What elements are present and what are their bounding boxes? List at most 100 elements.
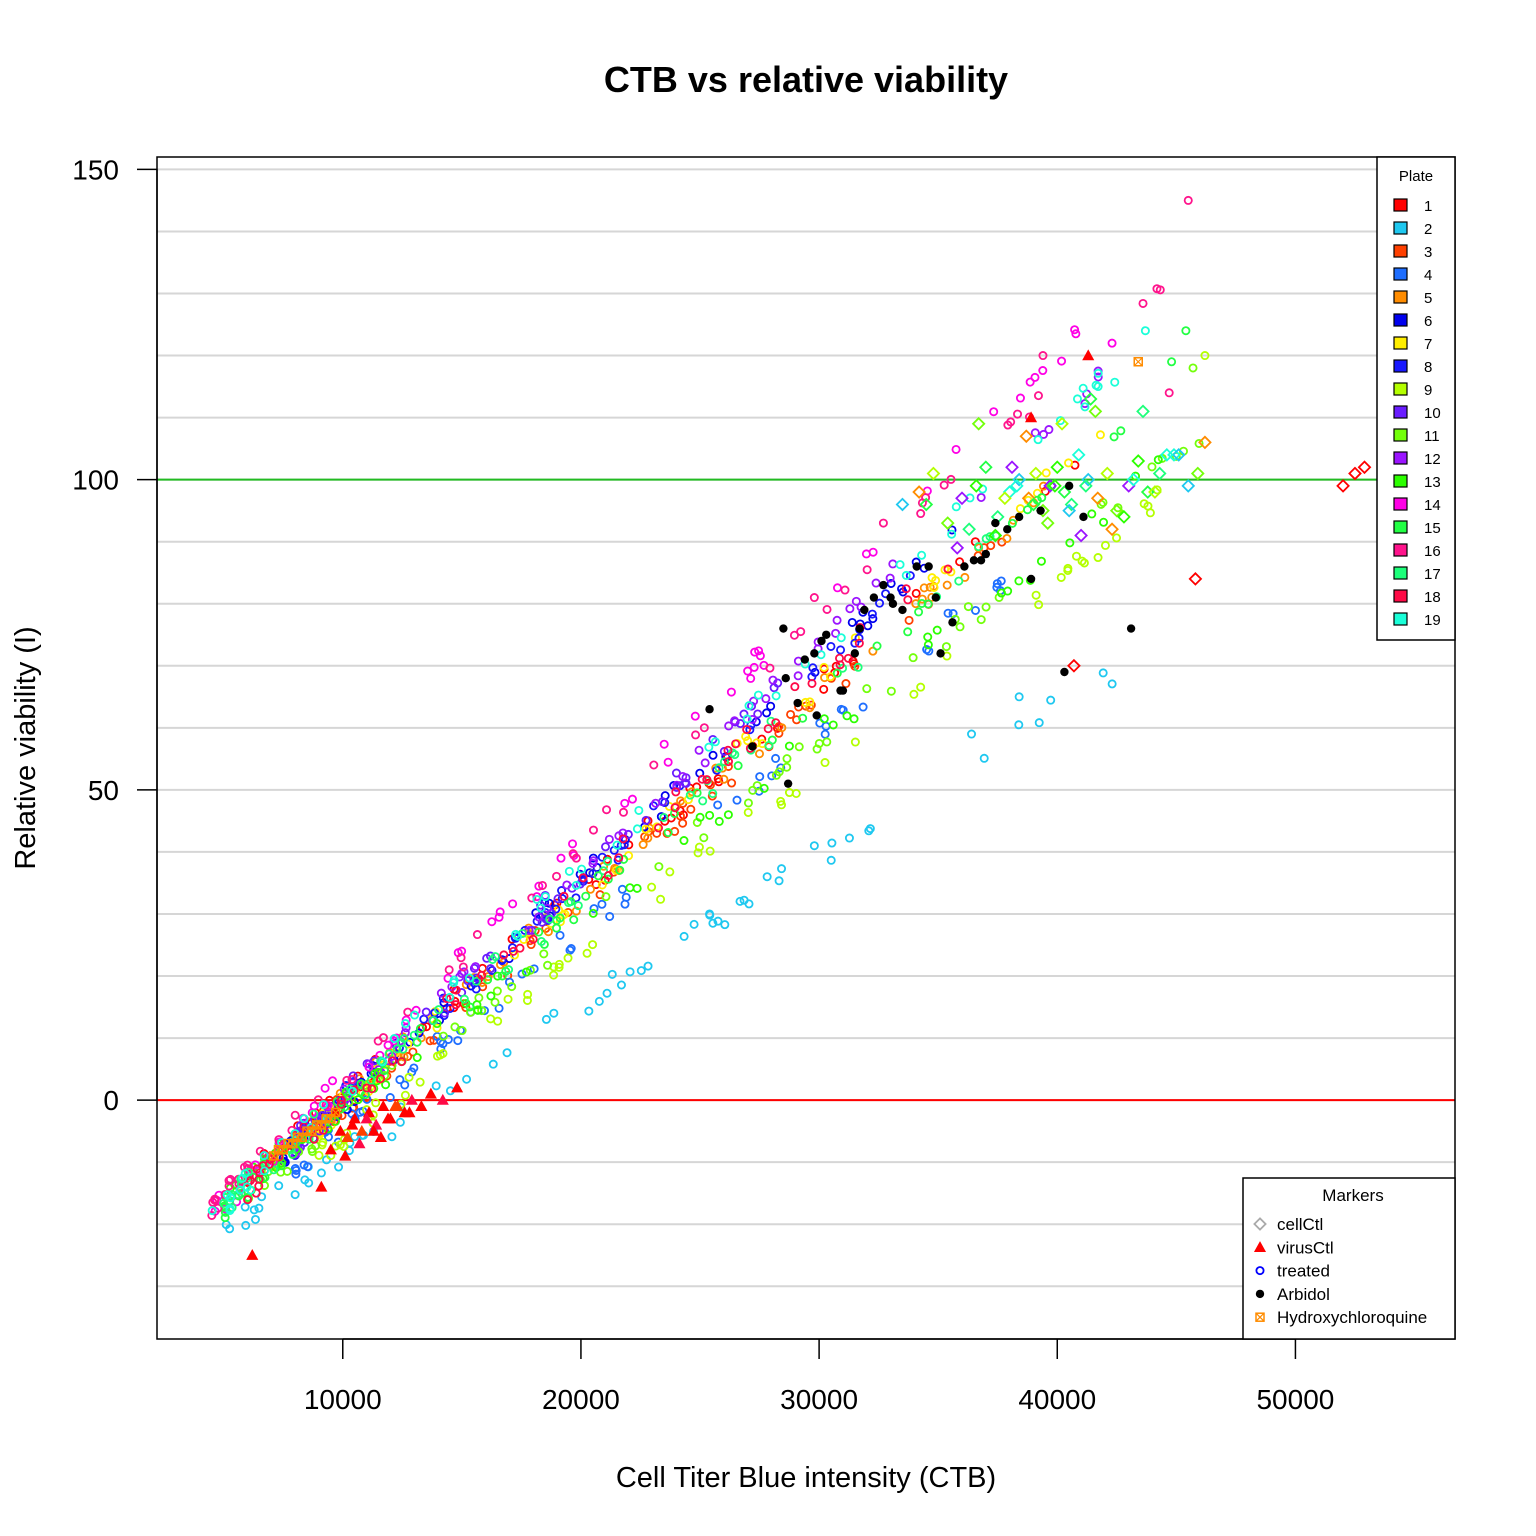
treated-point bbox=[336, 1095, 346, 1105]
Arbidol-point bbox=[838, 686, 848, 695]
virusCtl-point bbox=[339, 1149, 352, 1161]
Arbidol-point bbox=[860, 605, 869, 615]
treated-point bbox=[378, 1057, 388, 1067]
treated-point bbox=[1147, 462, 1157, 472]
treated-point bbox=[774, 767, 784, 777]
treated-point bbox=[563, 953, 573, 963]
treated-point bbox=[412, 1053, 422, 1063]
plate-legend-label: 14 bbox=[1424, 497, 1441, 514]
treated-point bbox=[836, 645, 846, 655]
treated-point bbox=[771, 691, 781, 701]
treated-point bbox=[1014, 576, 1024, 586]
virusCtl-point bbox=[405, 1093, 418, 1105]
treated-point bbox=[304, 1178, 314, 1188]
y-tick-label: 150 bbox=[72, 154, 119, 185]
virusCtl-point bbox=[415, 1100, 428, 1111]
treated-point bbox=[1034, 600, 1044, 610]
plate-legend-label: 10 bbox=[1424, 405, 1441, 422]
treated-point bbox=[400, 1090, 410, 1100]
marker-legend: Markers cellCtl virusCtl treated Arbidol Hydr… bbox=[1242, 1177, 1456, 1340]
treated-point bbox=[395, 1075, 405, 1085]
treated-point bbox=[541, 1014, 551, 1024]
treated-point bbox=[985, 532, 995, 542]
treated-point bbox=[1039, 429, 1049, 439]
treated-point bbox=[1070, 325, 1080, 335]
treated-point bbox=[671, 787, 681, 797]
treated-point bbox=[745, 725, 755, 735]
treated-point bbox=[571, 906, 581, 916]
cellCtl-point bbox=[1074, 528, 1088, 543]
treated-point bbox=[753, 709, 763, 719]
treated-point bbox=[602, 805, 612, 815]
treated-point bbox=[1078, 383, 1088, 393]
treated-point bbox=[254, 1203, 264, 1213]
treated-point bbox=[1164, 388, 1174, 398]
virusCtl-point bbox=[355, 1124, 368, 1136]
treated-point bbox=[1080, 402, 1090, 412]
treated-point bbox=[827, 838, 837, 848]
treated-point bbox=[782, 754, 792, 764]
treated-point bbox=[875, 598, 885, 608]
cellCtl-point bbox=[1100, 466, 1115, 481]
Arbidol-point bbox=[912, 562, 921, 571]
virusCtl-point bbox=[389, 1100, 402, 1111]
treated-point bbox=[651, 798, 661, 808]
treated-point bbox=[428, 1016, 438, 1026]
Hydroxychloroquine-point bbox=[268, 1151, 279, 1161]
Arbidol-point bbox=[793, 698, 802, 708]
cellCtl-point bbox=[1050, 460, 1065, 475]
treated-point bbox=[753, 690, 763, 700]
virusCtl-point bbox=[381, 1112, 395, 1124]
treated-point bbox=[719, 774, 729, 784]
cellCtl-point bbox=[1126, 472, 1141, 487]
treated-point bbox=[458, 962, 468, 972]
treated-point bbox=[754, 646, 764, 656]
treated-point bbox=[714, 763, 724, 773]
treated-point bbox=[449, 975, 459, 985]
treated-point bbox=[712, 765, 722, 775]
treated-point bbox=[336, 1099, 346, 1109]
treated-point bbox=[762, 708, 772, 718]
treated-point bbox=[243, 1195, 253, 1205]
treated-point bbox=[486, 1014, 496, 1024]
treated-point bbox=[473, 1005, 483, 1015]
treated-point bbox=[746, 673, 756, 683]
treated-point bbox=[1087, 509, 1097, 519]
plate-legend-label: 16 bbox=[1424, 543, 1441, 560]
cellCtl-point bbox=[1188, 572, 1203, 586]
treated-point bbox=[654, 862, 664, 872]
Arbidol-point bbox=[976, 556, 986, 565]
treated-point bbox=[589, 904, 599, 914]
treated-point bbox=[908, 653, 918, 663]
treated-point bbox=[731, 739, 741, 749]
treated-point bbox=[1139, 499, 1149, 509]
treated-point bbox=[313, 1095, 323, 1105]
treated-point bbox=[850, 737, 860, 747]
treated-point bbox=[436, 988, 446, 998]
treated-point bbox=[723, 757, 733, 767]
treated-point bbox=[981, 602, 991, 612]
x-tick-label: 10000 bbox=[304, 1384, 382, 1415]
treated-point bbox=[269, 1165, 279, 1175]
treated-point bbox=[942, 580, 952, 590]
treated-point bbox=[371, 1098, 381, 1108]
cellCtl-point bbox=[1136, 404, 1150, 419]
treated-point bbox=[605, 911, 615, 921]
treated-point bbox=[1079, 558, 1089, 568]
plate-legend-swatch bbox=[1393, 290, 1408, 304]
treated-point bbox=[445, 992, 455, 1002]
treated-point bbox=[979, 753, 989, 763]
treated-point bbox=[1107, 338, 1117, 348]
treated-point bbox=[765, 663, 775, 673]
data-points bbox=[207, 195, 1372, 1260]
treated-point bbox=[573, 901, 583, 911]
treated-point bbox=[1063, 563, 1073, 573]
treated-point bbox=[254, 1174, 264, 1184]
treated-point bbox=[477, 1006, 487, 1016]
treated-point bbox=[805, 703, 815, 713]
treated-point bbox=[897, 584, 907, 594]
cellCtl-point bbox=[1062, 503, 1077, 518]
cellCtl-point bbox=[1028, 466, 1043, 481]
Arbidol-point bbox=[800, 655, 810, 664]
treated-point bbox=[1152, 485, 1162, 495]
